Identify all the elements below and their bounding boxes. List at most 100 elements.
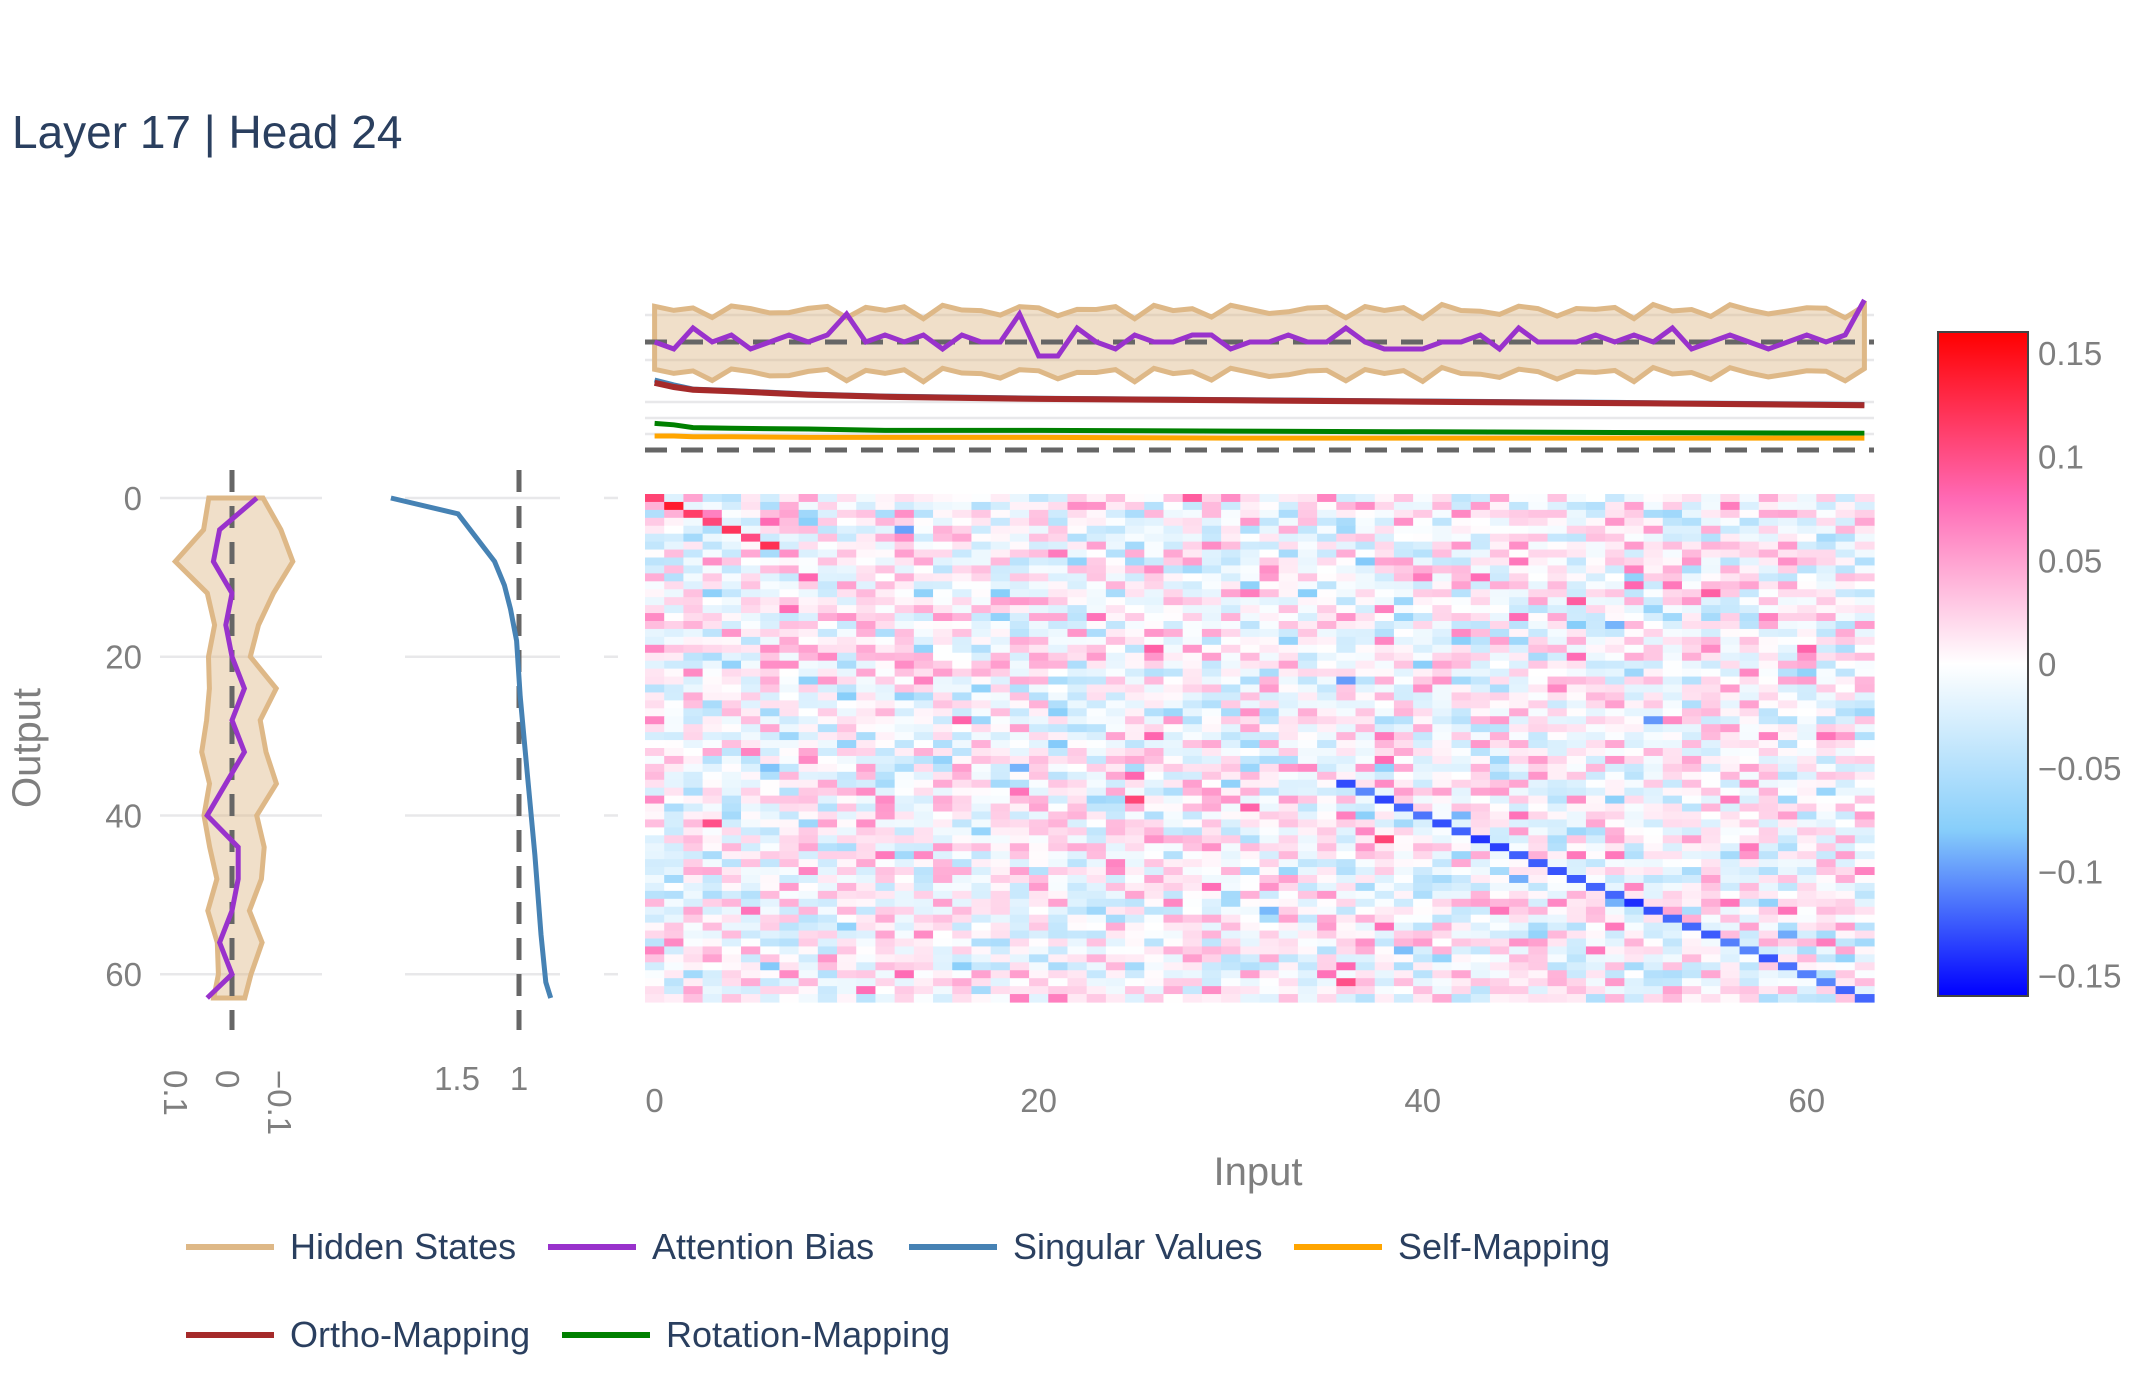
- heatmap-cell: [1355, 954, 1376, 963]
- heatmap-cell: [779, 962, 800, 971]
- heatmap-cell: [894, 597, 915, 606]
- heatmap-cell: [1566, 652, 1587, 662]
- heatmap-cell: [913, 700, 934, 709]
- heatmap-cell: [1336, 994, 1357, 1003]
- heatmap-cell: [1547, 660, 1568, 670]
- heatmap-cell: [1086, 763, 1107, 773]
- heatmap-cell: [1336, 644, 1357, 654]
- heatmap-cell: [875, 994, 896, 1003]
- heatmap-cell: [1259, 676, 1280, 686]
- heatmap-cell: [683, 835, 704, 844]
- heatmap-cell: [1105, 708, 1126, 717]
- heatmap-cell: [1547, 755, 1568, 765]
- colorbar-tick-label: −0.15: [2038, 957, 2122, 994]
- heatmap-cell: [1585, 732, 1606, 741]
- heatmap-cell: [1566, 724, 1587, 733]
- heatmap-cell: [1278, 755, 1299, 765]
- heatmap-cell: [1029, 930, 1049, 940]
- heatmap-cell: [1259, 851, 1280, 860]
- heatmap-cell: [817, 859, 838, 868]
- heatmap-cell: [1470, 525, 1491, 535]
- heatmap-cell: [1509, 970, 1529, 979]
- heatmap-cell: [1336, 954, 1357, 963]
- heatmap-cell: [1681, 779, 1702, 789]
- heatmap-cell: [1797, 724, 1817, 733]
- heatmap-cell: [1739, 636, 1760, 646]
- heatmap-cell: [1355, 716, 1376, 725]
- heatmap-cell: [1624, 962, 1645, 971]
- heatmap-cell: [1067, 597, 1088, 606]
- heatmap-cell: [741, 652, 761, 662]
- heatmap-cell: [1432, 740, 1453, 749]
- heatmap-cell: [1432, 986, 1453, 995]
- heatmap-cell: [1125, 565, 1145, 574]
- heatmap-cell: [1835, 557, 1856, 567]
- heatmap-cell: [1221, 914, 1241, 924]
- heatmap-cell: [1067, 740, 1088, 749]
- heatmap-cell: [1125, 994, 1145, 1003]
- heatmap-cell: [702, 906, 723, 916]
- heatmap-cell: [1509, 843, 1529, 852]
- heatmap-cell: [1585, 859, 1606, 868]
- heatmap-cell: [1144, 557, 1165, 567]
- heatmap-cell: [1528, 628, 1549, 638]
- heatmap-cell: [1643, 882, 1664, 892]
- heatmap-cell: [894, 509, 915, 519]
- heatmap-cell: [1662, 811, 1683, 821]
- heatmap-cell: [1681, 851, 1702, 860]
- heatmap-cell: [1163, 668, 1184, 678]
- heatmap-cell: [1720, 755, 1741, 765]
- heatmap-cell: [702, 771, 723, 781]
- heatmap-cell: [1105, 684, 1126, 694]
- heatmap-cell: [1067, 652, 1088, 662]
- heatmap-cell: [1701, 605, 1721, 614]
- heatmap-cell: [645, 652, 665, 662]
- heatmap-cell: [1643, 716, 1664, 725]
- heatmap-cell: [1221, 541, 1241, 551]
- heatmap-cell: [664, 978, 684, 987]
- heatmap-cell: [990, 890, 1011, 900]
- heatmap-cell: [1144, 755, 1165, 765]
- heatmap-cell: [1451, 724, 1472, 733]
- heatmap-cell: [1125, 732, 1145, 741]
- heatmap-cell: [1624, 867, 1645, 876]
- heatmap-cell: [1201, 724, 1222, 733]
- heatmap-cell: [1240, 827, 1261, 836]
- heatmap-cell: [1528, 803, 1549, 813]
- heatmap-cell: [971, 692, 992, 701]
- heatmap-cell: [1528, 946, 1549, 955]
- heatmap-cell: [779, 827, 800, 836]
- heatmap-cell: [1259, 994, 1280, 1003]
- heatmap-cell: [1029, 851, 1049, 860]
- heatmap-cell: [1144, 509, 1165, 519]
- heatmap-cell: [1221, 954, 1241, 963]
- heatmap-cell: [990, 962, 1011, 971]
- heatmap-cell: [1374, 986, 1395, 995]
- heatmap-cell: [1509, 660, 1529, 670]
- heatmap-cell: [702, 898, 723, 908]
- heatmap-cell: [1854, 763, 1875, 773]
- heatmap-cell: [779, 890, 800, 900]
- heatmap-cell: [1393, 954, 1414, 963]
- heatmap-cell: [1086, 748, 1107, 757]
- heatmap-cell: [1432, 795, 1453, 805]
- heatmap-cell: [1374, 914, 1395, 924]
- heatmap-cell: [1393, 636, 1414, 646]
- heatmap-cell: [779, 724, 800, 733]
- heatmap-cell: [875, 763, 896, 773]
- heatmap-cell: [1777, 851, 1798, 860]
- heatmap-cell: [1009, 811, 1030, 821]
- heatmap-cell: [1528, 906, 1549, 916]
- heatmap-cell: [1777, 668, 1798, 678]
- heatmap-cell: [1605, 946, 1625, 955]
- heatmap-cell: [1163, 605, 1184, 614]
- heatmap-cell: [1624, 628, 1645, 638]
- heatmap-cell: [990, 803, 1011, 813]
- heatmap-cell: [1297, 835, 1318, 844]
- heatmap-cell: [1739, 589, 1760, 598]
- heatmap-cell: [1067, 581, 1088, 590]
- heatmap-cell: [1739, 867, 1760, 876]
- heatmap-cell: [702, 684, 723, 694]
- heatmap-cell: [1336, 914, 1357, 924]
- heatmap-cell: [1297, 565, 1318, 574]
